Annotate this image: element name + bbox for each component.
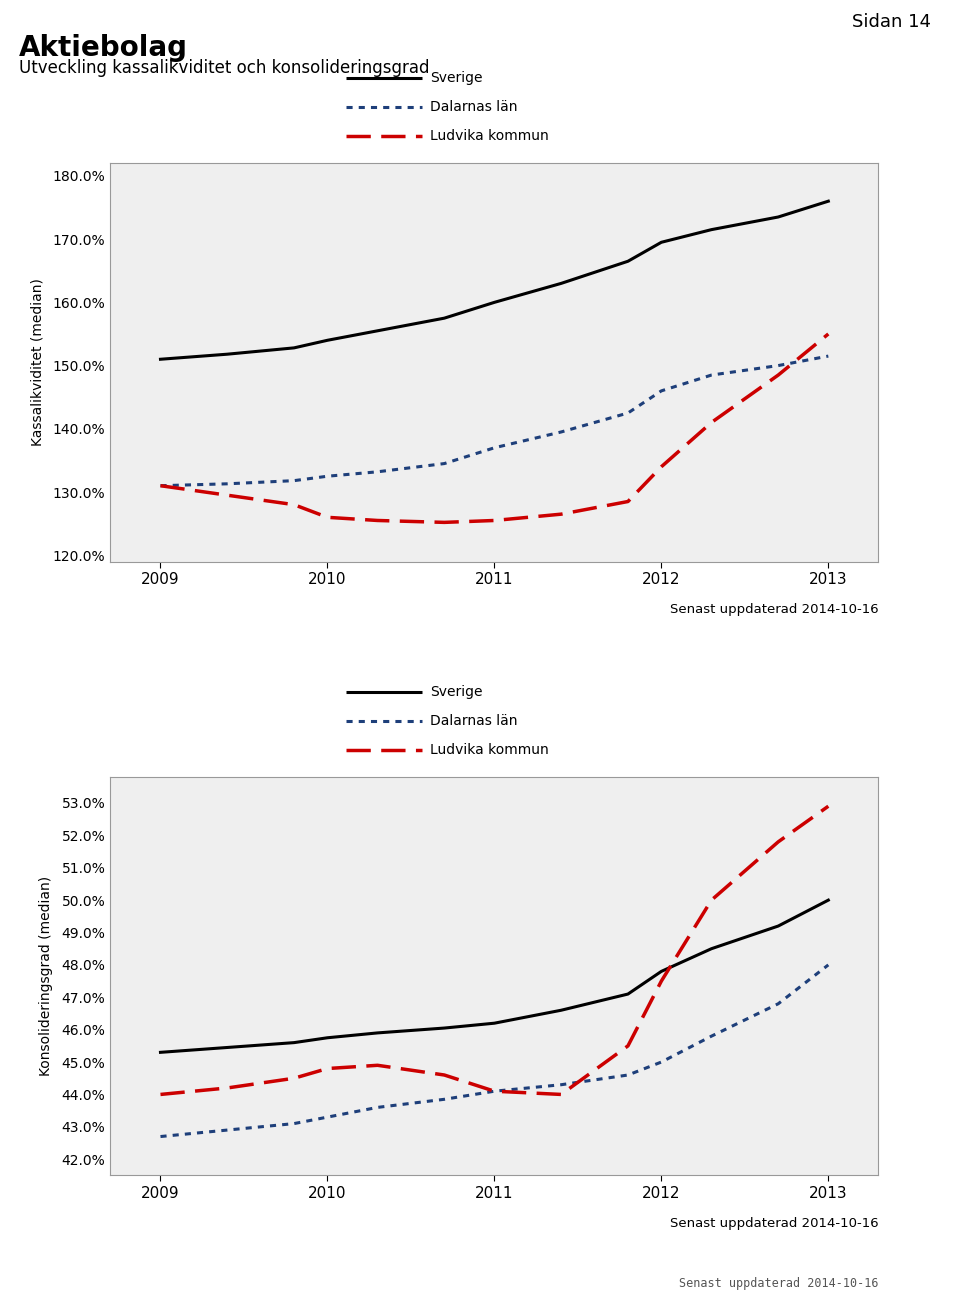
Text: Ludvika kommun: Ludvika kommun <box>430 743 549 756</box>
Text: Ludvika kommun: Ludvika kommun <box>430 129 549 142</box>
Y-axis label: Konsolideringsgrad (median): Konsolideringsgrad (median) <box>39 876 54 1076</box>
Text: Dalarnas län: Dalarnas län <box>430 101 517 114</box>
Text: Senast uppdaterad 2014-10-16: Senast uppdaterad 2014-10-16 <box>670 603 878 616</box>
Text: Sverige: Sverige <box>430 686 483 699</box>
Text: Utveckling kassalikviditet och konsolideringsgrad: Utveckling kassalikviditet och konsolide… <box>19 59 430 77</box>
Text: Sidan 14: Sidan 14 <box>852 13 931 31</box>
Text: Dalarnas län: Dalarnas län <box>430 714 517 727</box>
Text: Senast uppdaterad 2014-10-16: Senast uppdaterad 2014-10-16 <box>679 1277 878 1290</box>
Text: Sverige: Sverige <box>430 72 483 85</box>
Text: Aktiebolag: Aktiebolag <box>19 34 188 61</box>
Text: Senast uppdaterad 2014-10-16: Senast uppdaterad 2014-10-16 <box>670 1217 878 1230</box>
Y-axis label: Kassalikviditet (median): Kassalikviditet (median) <box>31 278 44 447</box>
